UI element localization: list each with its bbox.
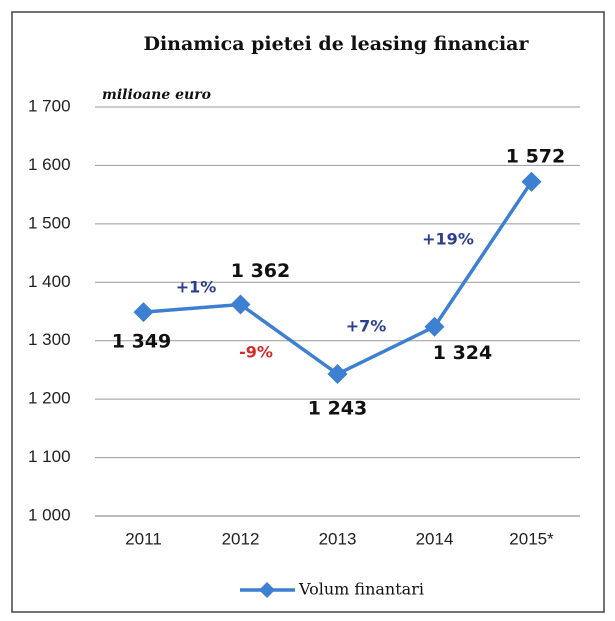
marker xyxy=(230,294,251,315)
y-tick-label: 1 100 xyxy=(28,447,71,466)
value-label: 1 362 xyxy=(231,260,291,282)
legend-marker xyxy=(259,582,275,598)
marker xyxy=(133,302,154,323)
y-tick-label: 1 000 xyxy=(28,505,71,524)
y-tick-label: 1 300 xyxy=(28,330,71,349)
annotation: -9% xyxy=(239,343,273,362)
y-tick-label: 1 600 xyxy=(28,155,71,174)
frame xyxy=(11,11,605,613)
x-tick-label: 2015* xyxy=(509,529,554,548)
annotation: +7% xyxy=(346,317,387,336)
value-label: 1 349 xyxy=(112,331,172,353)
value-label: 1 243 xyxy=(308,398,368,420)
legend-label: Volum finantari xyxy=(298,580,424,599)
x-tick-label: 2012 xyxy=(222,529,260,548)
annotation: +19% xyxy=(422,230,474,249)
y-tick-label: 1 200 xyxy=(28,389,71,408)
y-tick-label: 1 400 xyxy=(28,272,71,291)
x-tick-label: 2013 xyxy=(319,529,357,548)
chart-title: Dinamica pietei de leasing financiar xyxy=(143,33,529,55)
x-tick-label: 2014 xyxy=(416,529,454,548)
y-tick-label: 1 700 xyxy=(28,96,71,115)
marker xyxy=(424,316,445,337)
marker xyxy=(327,364,348,385)
annotation: +1% xyxy=(176,278,217,297)
value-label: 1 572 xyxy=(506,145,566,167)
x-tick-label: 2011 xyxy=(125,529,162,548)
value-label: 1 324 xyxy=(433,342,493,364)
marker xyxy=(521,171,542,192)
unit-label: milioane euro xyxy=(102,87,211,103)
y-tick-label: 1 500 xyxy=(28,213,71,232)
